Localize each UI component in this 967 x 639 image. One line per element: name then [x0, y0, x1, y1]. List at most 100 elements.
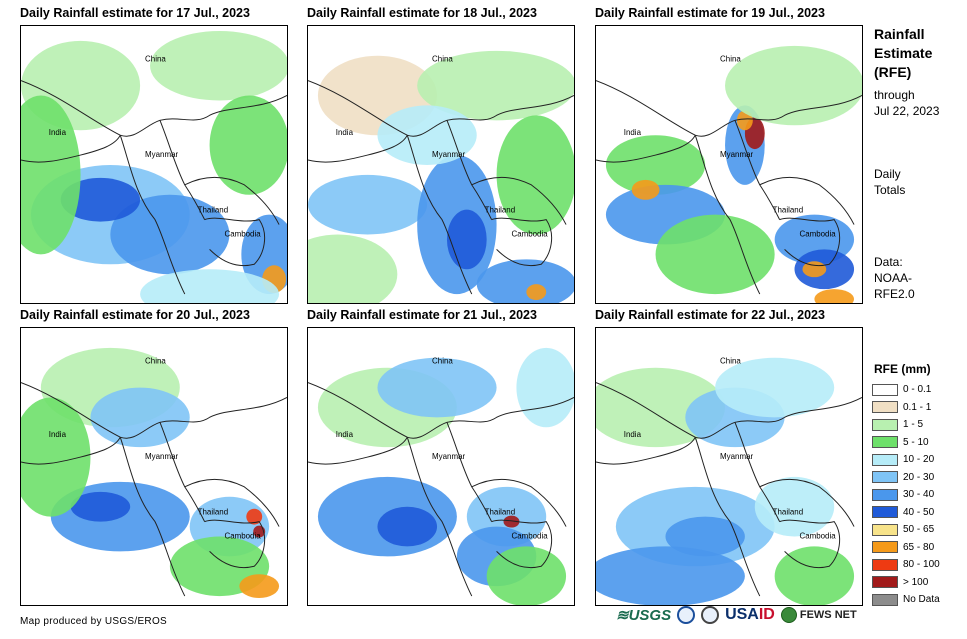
globe-icon [780, 607, 797, 623]
country-border [308, 436, 408, 465]
place-label-myanmar: Myanmar [145, 150, 178, 159]
country-border [759, 177, 855, 225]
rainfall-area [21, 95, 81, 255]
rainfall-area [308, 174, 428, 235]
legend-label: 20 - 30 [903, 471, 935, 483]
country-border [308, 382, 574, 439]
legend-row: 0 - 0.1 [872, 381, 940, 399]
through-date: Jul 22, 2023 [874, 104, 940, 118]
doi-seal-icon [701, 606, 720, 624]
rainfall-area [209, 95, 287, 195]
sidebar-title-line1: Rainfall [874, 26, 925, 42]
rainfall-area [754, 476, 835, 537]
country-border [406, 437, 473, 597]
country-border [759, 479, 855, 527]
rainfall-map: China India Myanmar Thailand Cambodia [307, 327, 575, 606]
country-border [596, 80, 862, 137]
legend-label: 0 - 0.1 [903, 384, 932, 396]
legend-label: 50 - 65 [903, 524, 935, 536]
data-label: Data: [874, 255, 903, 269]
rainfall-area [605, 135, 706, 195]
place-label-india: India [336, 430, 354, 439]
country-border [491, 217, 553, 266]
rainfall-area [377, 105, 477, 165]
legend-swatch [872, 541, 898, 554]
legend-swatch [872, 593, 898, 606]
rainfall-panel: Daily Rainfall estimate for 19 Jul., 202… [595, 6, 865, 304]
rainfall-area [814, 289, 855, 303]
sidebar-title-line3: (RFE) [874, 64, 912, 80]
rainfall-area [774, 546, 855, 605]
rainfall-area [476, 259, 574, 303]
place-label-myanmar: Myanmar [720, 452, 753, 461]
legend-row: 65 - 80 [872, 539, 940, 557]
data-source-text: Data: NOAA- RFE2.0 [874, 254, 915, 302]
legend-row: 50 - 65 [872, 521, 940, 539]
place-label-china: China [145, 55, 166, 64]
rainfall-area [308, 234, 398, 303]
place-label-china: China [432, 55, 453, 64]
panel-title: Daily Rainfall estimate for 20 Jul., 202… [20, 308, 250, 322]
place-label-cambodia: Cambodia [799, 229, 836, 238]
usaid-logo: USAID [725, 606, 775, 624]
rainfall-area [377, 357, 497, 418]
panel-title: Daily Rainfall estimate for 22 Jul., 202… [595, 308, 825, 322]
fewsnet-label: FEWS NET [799, 609, 857, 621]
country-border [159, 120, 206, 220]
country-border [184, 479, 280, 527]
rainfall-area [631, 179, 660, 200]
legend-row: 40 - 50 [872, 504, 940, 522]
through-label: through [874, 88, 915, 102]
country-border [204, 519, 266, 568]
rainfall-area [150, 30, 287, 101]
place-label-india: India [624, 430, 642, 439]
country-border [21, 134, 121, 163]
fewsnet-logo: FEWS NET [780, 607, 857, 623]
country-border [308, 80, 574, 137]
rainfall-panel: Daily Rainfall estimate for 22 Jul., 202… [595, 308, 865, 606]
legend-label: > 100 [903, 576, 929, 588]
legend-label: 5 - 10 [903, 436, 929, 448]
country-border [779, 217, 841, 266]
place-label-cambodia: Cambodia [511, 229, 548, 238]
legend-row: No Data [872, 591, 940, 609]
legend-row: 5 - 10 [872, 434, 940, 452]
place-label-cambodia: Cambodia [799, 531, 836, 540]
country-border [734, 422, 781, 522]
legend-swatch [872, 471, 898, 484]
place-label-thailand: Thailand [198, 508, 228, 517]
noaa-logo [677, 606, 696, 624]
country-border [596, 134, 696, 163]
legend-label: 65 - 80 [903, 541, 935, 553]
place-label-cambodia: Cambodia [224, 531, 261, 540]
place-label-india: India [336, 128, 354, 137]
country-border [596, 436, 696, 465]
panel-title: Daily Rainfall estimate for 21 Jul., 202… [307, 308, 537, 322]
place-label-china: China [145, 357, 166, 366]
place-label-thailand: Thailand [485, 206, 515, 215]
place-label-myanmar: Myanmar [145, 452, 178, 461]
country-border [446, 120, 493, 220]
rainfall-area [253, 525, 266, 538]
legend-swatch [872, 436, 898, 449]
through-text: through Jul 22, 2023 [874, 87, 939, 119]
legend-swatch [872, 418, 898, 431]
rainfall-area [417, 50, 574, 121]
place-label-thailand: Thailand [773, 508, 803, 517]
rainfall-area [140, 269, 280, 303]
rainfall-area [21, 397, 91, 517]
daily-label: Daily [874, 167, 901, 181]
rainfall-area [110, 194, 230, 275]
country-border [694, 135, 761, 295]
country-border [694, 437, 761, 597]
place-label-india: India [49, 128, 67, 137]
country-border [159, 422, 206, 522]
rainfall-area [377, 506, 438, 547]
place-label-india: India [624, 128, 642, 137]
rainfall-area [70, 491, 131, 522]
panel-title: Daily Rainfall estimate for 17 Jul., 202… [20, 6, 250, 20]
country-border [779, 519, 841, 568]
place-label-china: China [720, 55, 741, 64]
usaid-logo-part1: USA [725, 606, 759, 623]
panel-title: Daily Rainfall estimate for 19 Jul., 202… [595, 6, 825, 20]
